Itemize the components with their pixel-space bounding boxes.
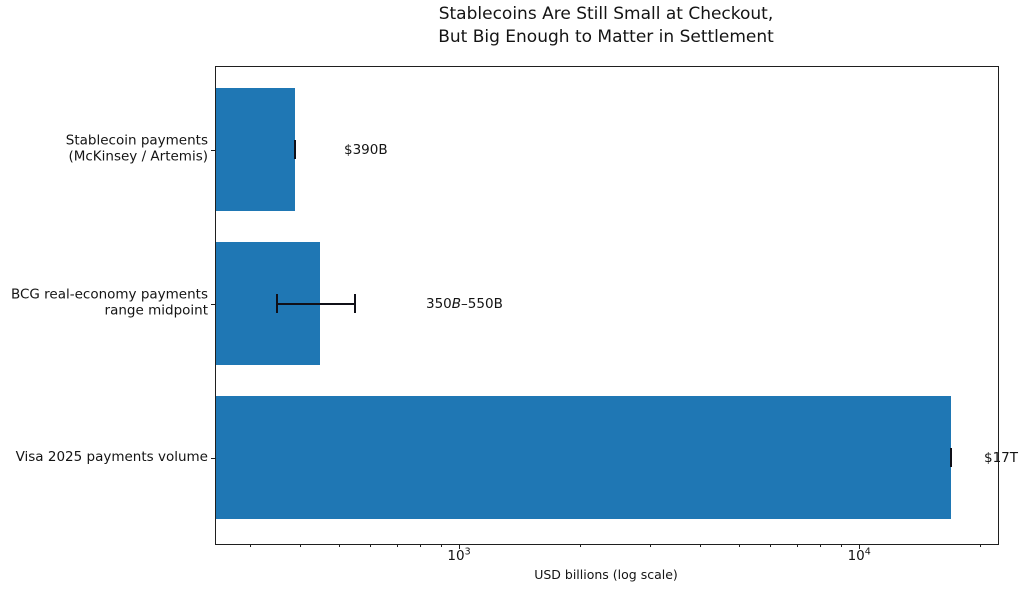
bar-annotation-range: 350B–550B: [426, 296, 503, 312]
y-label-line1: BCG real-economy payments: [10, 286, 208, 302]
annotation-range-suffix: –550B: [461, 295, 503, 312]
x-tick-base: 10: [447, 548, 465, 564]
x-minor-tick: [299, 544, 301, 547]
error-bar-cap: [950, 448, 953, 467]
error-bar-line: [276, 302, 356, 305]
bar-annotation-390b: $390B: [344, 141, 388, 158]
y-label-line1: Visa 2025 payments volume: [15, 448, 208, 465]
y-tick: [211, 457, 215, 459]
x-minor-tick: [979, 544, 981, 547]
x-tick-base: 10: [847, 548, 865, 564]
x-tick-label-10e4: 104: [847, 546, 871, 564]
annotation-range-prefix: 350: [426, 295, 452, 312]
chart-title-line1: Stablecoins Are Still Small at Checkout,: [438, 4, 774, 24]
x-minor-tick: [699, 544, 701, 547]
y-label-line2: range midpoint: [104, 302, 208, 319]
x-minor-tick: [649, 544, 651, 547]
x-minor-tick: [579, 544, 581, 547]
x-minor-tick: [397, 544, 398, 547]
annotation-range-italic-b: B: [451, 295, 462, 312]
x-tick-exponent: 3: [464, 546, 471, 558]
x-major-tick: [859, 544, 861, 549]
y-label-line1: Stablecoin payments: [65, 132, 208, 148]
chart-title: Stablecoins Are Still Small at Checkout,…: [438, 3, 774, 48]
x-minor-tick: [370, 544, 372, 547]
x-tick-exponent: 4: [864, 546, 871, 558]
x-tick-label-10e3: 103: [447, 546, 471, 564]
plot-area: $390B 350B–550B $17T 103 104: [211, 66, 1018, 564]
chart-title-line2: But Big Enough to Matter in Settlement: [438, 26, 774, 47]
y-axis-label-visa-payments-volume: Visa 2025 payments volume: [16, 448, 208, 465]
error-bar-cap: [275, 294, 278, 313]
error-bar-cap: [354, 294, 357, 313]
y-axis-label-bcg-range-midpoint: BCG real-economy payments range midpoint: [11, 286, 208, 319]
x-axis-title: USD billions (log scale): [534, 567, 678, 582]
x-minor-tick: [249, 544, 251, 547]
x-minor-tick: [338, 544, 340, 547]
x-minor-tick: [738, 544, 740, 547]
x-minor-tick: [797, 544, 799, 547]
x-minor-tick: [770, 544, 772, 547]
y-tick: [211, 149, 215, 151]
bar-stablecoin-payments: [216, 88, 296, 211]
x-major-tick: [459, 544, 460, 549]
y-label-line2: (McKinsey / Artemis): [68, 148, 208, 165]
error-bar-cap: [294, 140, 297, 159]
y-axis-label-stablecoin-payments: Stablecoin payments (McKinsey / Artemis): [66, 132, 208, 165]
bar-visa-payments-volume: [216, 396, 952, 519]
y-tick: [211, 303, 215, 305]
x-minor-tick: [820, 544, 822, 547]
x-minor-tick: [440, 544, 442, 547]
x-minor-tick: [420, 544, 422, 547]
x-minor-tick: [840, 544, 842, 547]
bar-annotation-17t: $17T: [984, 449, 1019, 466]
